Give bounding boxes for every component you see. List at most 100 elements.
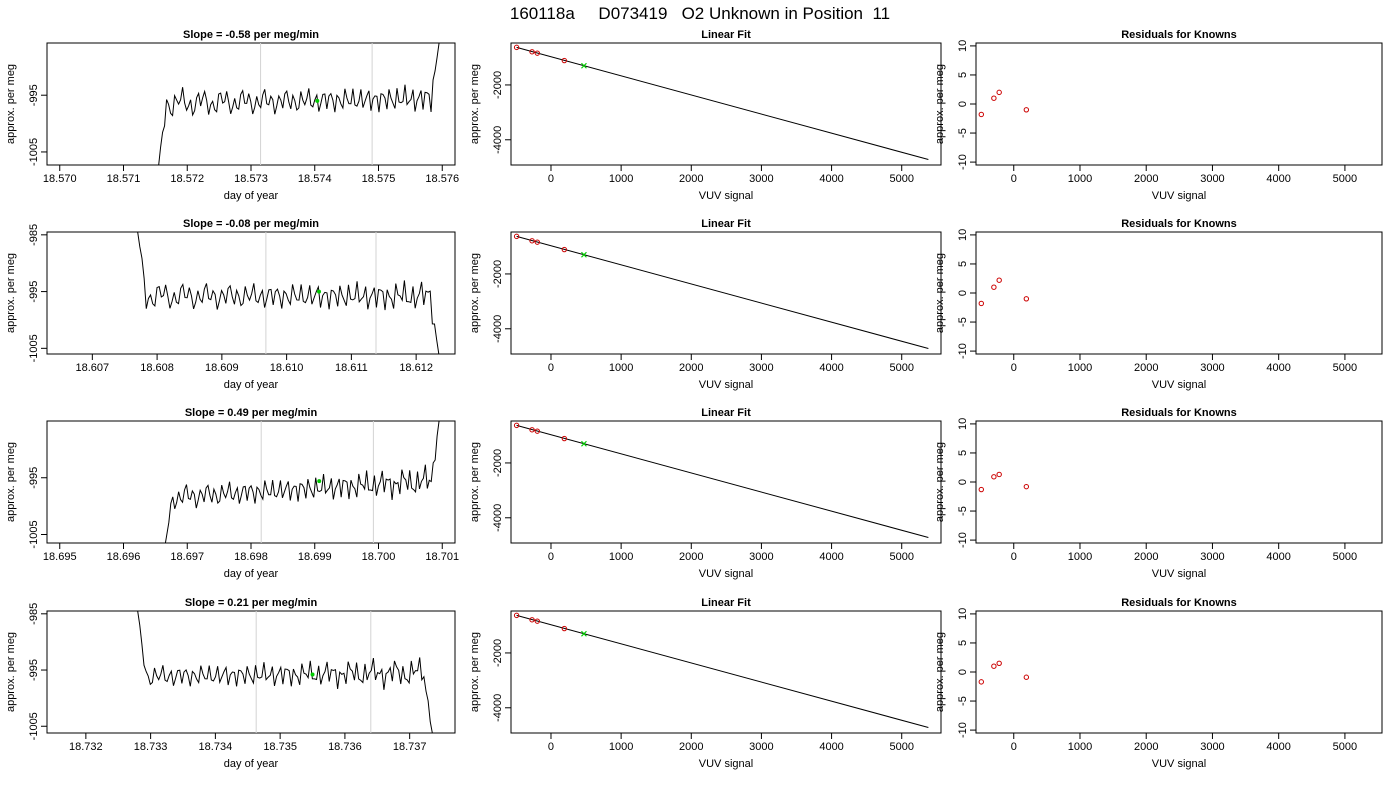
plot-area [978,89,1030,118]
plot-frame [975,42,1383,166]
unknown-point [581,440,587,447]
known-point [534,428,541,434]
y-axis-label: approx. per meg [469,253,481,333]
x-tick-label: 18.607 [76,362,110,374]
x-tick-label: 1000 [1068,741,1092,753]
plot-area [513,612,929,728]
signal-trace [137,232,440,354]
known-point [529,427,535,433]
x-tick-label: 3000 [1200,741,1224,753]
x-tick-label: 2000 [1134,173,1158,185]
known-point [529,49,535,55]
y-axis-label: approx. per meg [934,442,946,522]
panel-title: Slope = -0.08 per meg/min [183,218,319,230]
x-tick-label: 4000 [1266,741,1290,753]
x-tick-label: 18.732 [69,741,103,753]
y-tick-label: 0 [957,479,969,485]
known-point [534,239,541,245]
panel-1-2: Residuals for Knowns 0 1000 2000 3000 4000 500… [934,218,1383,391]
fit-line [516,46,929,160]
y-tick-label: 10 [957,418,969,430]
y-tick-label: -5 [957,506,969,516]
x-tick-label: 18.698 [234,551,268,563]
panel-2-0: Slope = 0.49 per meg/min 18.695 18.696 18.6… [5,407,459,580]
known-point [513,612,520,619]
plot-area [513,44,929,160]
panel-title: Linear Fit [701,218,751,230]
plot-area [978,471,1030,493]
unknown-point [581,630,587,637]
x-tick-label: 18.701 [425,551,459,563]
y-tick-label: -1005 [28,334,40,362]
x-tick-label: 3000 [1200,362,1224,374]
x-axis-label: day of year [224,379,279,391]
panel-1-0: Slope = -0.08 per meg/min 18.607 18.608 18.… [5,218,456,391]
known-point [978,679,984,685]
known-point [1023,674,1030,680]
y-axis-label: approx. per meg [469,632,481,712]
known-point [529,617,535,623]
x-tick-label: 5000 [1333,551,1357,563]
unknown-point [317,289,321,294]
known-point [513,233,520,240]
x-tick-label: 1000 [609,551,633,563]
panel-3-1: Linear Fit 0 1000 2000 3000 4000 5000 VUV signa… [469,597,942,770]
x-tick-label: 1000 [1068,362,1092,374]
panel-title: Residuals for Knowns [1121,29,1237,41]
x-tick-label: 18.697 [170,551,204,563]
x-tick-label: 0 [548,173,554,185]
known-point [991,474,997,480]
plot-frame [975,231,1383,355]
x-tick-label: 4000 [819,741,843,753]
panel-0-1: Linear Fit 0 1000 2000 3000 4000 5000 VUV signa… [469,29,942,202]
y-tick-label: -985 [28,224,40,246]
known-point [991,663,997,669]
y-tick-label: -10 [957,532,969,548]
y-tick-label: -1005 [28,712,40,740]
x-tick-label: 18.574 [298,173,332,185]
x-axis-label: day of year [224,758,279,770]
unknown-point [581,62,587,69]
known-point [513,422,520,429]
x-tick-label: 4000 [819,551,843,563]
known-point [1023,107,1030,113]
plot-frame [46,610,456,734]
x-tick-label: 5000 [1333,173,1357,185]
known-point [561,435,568,442]
x-tick-label: 2000 [679,362,703,374]
x-tick-label: 3000 [749,741,773,753]
x-tick-label: 18.576 [425,173,459,185]
y-axis-label: approx. per meg [934,253,946,333]
panel-3-0: Slope = 0.21 per meg/min 18.732 18.733 18.7… [5,597,456,770]
x-tick-label: 18.609 [205,362,239,374]
y-tick-label: -10 [957,722,969,738]
x-tick-label: 1000 [609,741,633,753]
y-axis-label: approx. per meg [5,253,17,333]
panel-title: Residuals for Knowns [1121,218,1237,230]
x-tick-label: 5000 [889,173,913,185]
x-tick-label: 18.573 [234,173,268,185]
panel-0-0: Slope = -0.58 per meg/min 18.570 18.571 18.… [5,29,459,202]
known-point [978,486,984,493]
x-tick-label: 18.733 [134,741,168,753]
panel-2-2: Residuals for Knowns 0 1000 2000 3000 4000 500… [934,407,1383,580]
y-tick-label: 10 [957,608,969,620]
x-axis-label: day of year [224,190,279,202]
panel-3-2: Residuals for Knowns 0 1000 2000 3000 4000 500… [934,597,1383,770]
known-point [978,300,984,307]
y-tick-label: 10 [957,40,969,52]
x-tick-label: 18.735 [263,741,297,753]
plot-area [513,422,929,538]
y-axis-label: approx. per meg [5,632,17,712]
x-tick-label: 1000 [609,173,633,185]
x-tick-label: 5000 [1333,362,1357,374]
y-tick-label: -995 [28,659,40,681]
x-tick-label: 2000 [679,173,703,185]
panel-1-1: Linear Fit 0 1000 2000 3000 4000 5000 VUV signa… [469,218,942,391]
plot-frame [46,231,456,355]
x-tick-label: 2000 [1134,551,1158,563]
x-axis-label: VUV signal [1152,190,1206,202]
y-tick-label: -985 [28,603,40,625]
x-tick-label: 18.736 [328,741,362,753]
